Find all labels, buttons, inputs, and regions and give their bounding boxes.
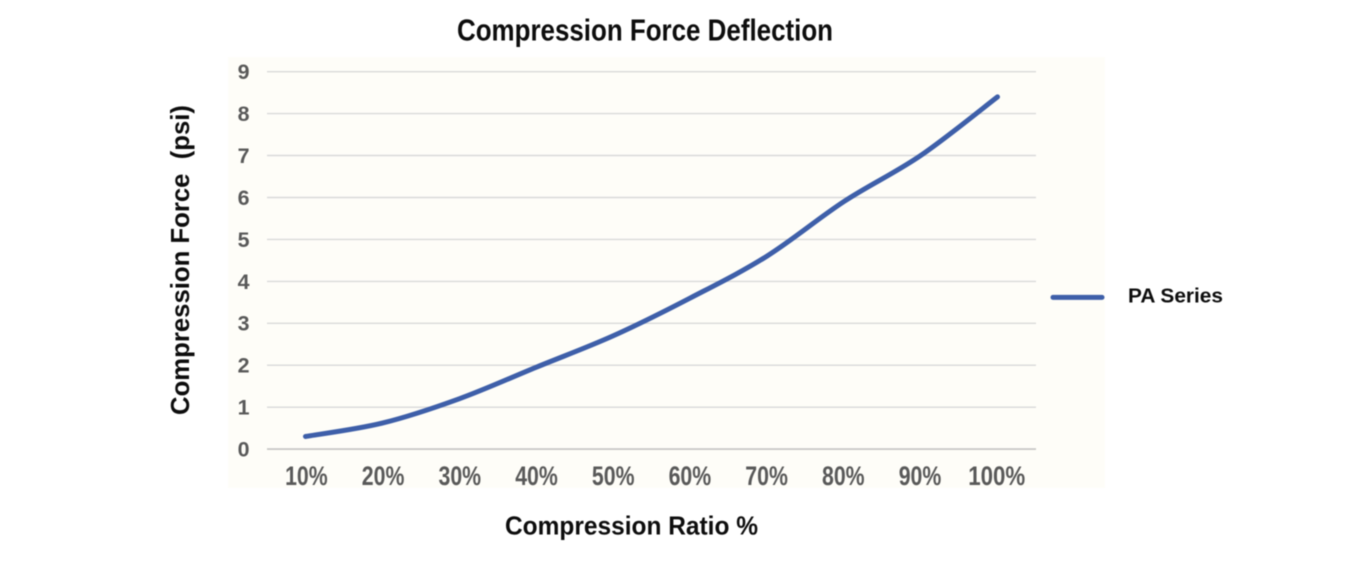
- svg-text:8: 8: [238, 102, 250, 126]
- svg-text:30%: 30%: [439, 461, 482, 491]
- svg-text:70%: 70%: [745, 461, 788, 491]
- svg-text:Compression Force Deflection: Compression Force Deflection: [457, 13, 833, 48]
- svg-text:1: 1: [238, 396, 250, 420]
- svg-text:PA Series: PA Series: [1128, 285, 1223, 308]
- svg-text:2: 2: [238, 354, 250, 378]
- svg-text:0: 0: [238, 438, 250, 462]
- svg-text:3: 3: [238, 312, 250, 336]
- svg-text:6: 6: [238, 186, 250, 210]
- svg-text:Compression Force (psi): Compression Force (psi): [165, 105, 195, 415]
- svg-text:20%: 20%: [362, 461, 405, 491]
- svg-text:100%: 100%: [968, 461, 1025, 491]
- svg-text:5: 5: [238, 228, 250, 252]
- svg-text:50%: 50%: [592, 461, 635, 491]
- svg-text:7: 7: [238, 144, 250, 168]
- svg-text:80%: 80%: [822, 461, 865, 491]
- svg-text:4: 4: [238, 270, 250, 294]
- svg-text:90%: 90%: [899, 461, 942, 491]
- svg-text:10%: 10%: [285, 461, 328, 491]
- svg-text:60%: 60%: [669, 461, 712, 491]
- svg-text:40%: 40%: [515, 461, 558, 491]
- svg-text:9: 9: [238, 60, 250, 84]
- svg-text:Compression Ratio %: Compression Ratio %: [505, 510, 758, 540]
